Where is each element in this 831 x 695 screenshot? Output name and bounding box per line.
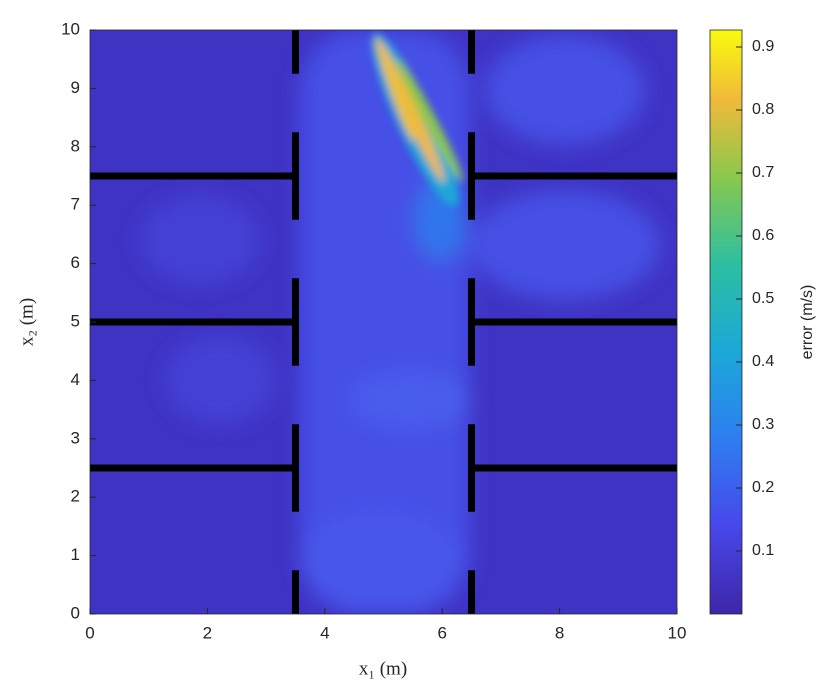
colorbar-label: error (m/s): [799, 285, 816, 360]
x-tick-label: 8: [555, 623, 564, 642]
colorbar-tick-label: 0.1: [752, 542, 774, 559]
colorbar: [709, 29, 743, 615]
y-tick-label: 4: [71, 370, 80, 389]
y-tick-label: 5: [71, 311, 80, 330]
y-tick-label: 8: [71, 136, 80, 155]
y-tick-label: 7: [71, 195, 80, 214]
x-tick-label: 4: [320, 623, 329, 642]
y-tick-label: 9: [71, 78, 80, 97]
y-tick-label: 1: [71, 545, 80, 564]
y-tick-label: 0: [71, 603, 80, 622]
colorbar-tick-label: 0.2: [752, 479, 774, 496]
colorbar-tick-label: 0.6: [752, 227, 774, 244]
y-tick-label: 2: [71, 487, 80, 506]
x-axis-label: x₁ (m): [359, 658, 407, 679]
y-tick-label: 10: [61, 19, 80, 38]
walls: [90, 30, 677, 614]
colorbar-tick-label: 0.3: [752, 416, 774, 433]
y-axis-label: x₂ (m): [16, 298, 37, 346]
colorbar-tick-label: 0.7: [752, 164, 774, 181]
colorbar-tick-label: 0.9: [752, 38, 774, 55]
y-tick-label: 6: [71, 253, 80, 272]
colorbar-tick-label: 0.4: [752, 353, 774, 370]
x-tick-label: 0: [85, 623, 94, 642]
x-tick-label: 10: [668, 623, 687, 642]
x-tick-label: 6: [437, 623, 446, 642]
colorbar-tick-label: 0.8: [752, 101, 774, 118]
y-tick-label: 3: [71, 428, 80, 447]
x-tick-label: 2: [203, 623, 212, 642]
colorbar-tick-label: 0.5: [752, 290, 774, 307]
